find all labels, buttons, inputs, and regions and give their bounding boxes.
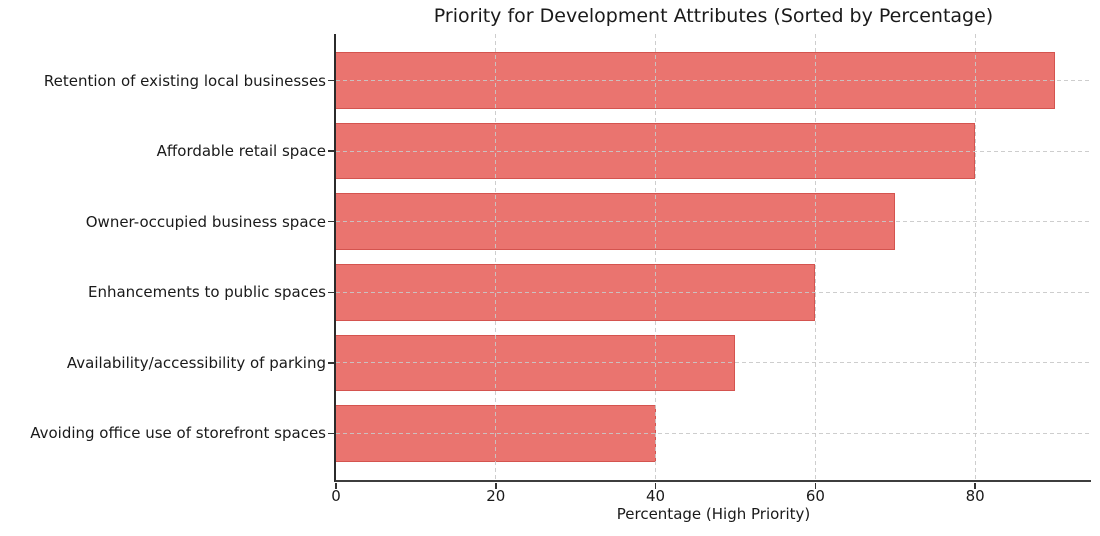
gridline-y-4 xyxy=(336,291,1091,293)
y-category-label: Owner-occupied business space xyxy=(85,212,326,231)
x-tick-label: 0 xyxy=(331,487,341,505)
y-category-label: Avoiding office use of storefront spaces xyxy=(30,424,326,443)
gridline-x-20 xyxy=(495,34,497,480)
y-tick-3 xyxy=(328,220,334,223)
plot-area xyxy=(328,34,1091,489)
x-tick-label: 40 xyxy=(646,487,666,505)
y-tick-2 xyxy=(328,150,334,152)
gridline-y-5 xyxy=(336,362,1091,364)
gridline-y-1 xyxy=(336,80,1091,82)
gridline-y-6 xyxy=(336,432,1091,434)
gridline-x-60 xyxy=(814,34,816,480)
x-tick-label: 80 xyxy=(965,487,985,505)
x-tick-80 xyxy=(974,482,976,489)
gridline-y-3 xyxy=(336,221,1091,223)
x-axis-label: Percentage (High Priority) xyxy=(616,505,811,523)
gridline-y-2 xyxy=(336,150,1091,152)
x-tick-20 xyxy=(495,482,497,489)
x-tick-0 xyxy=(335,482,337,489)
x-tick-60 xyxy=(814,482,817,489)
x-tick-40 xyxy=(654,482,657,489)
y-tick-6 xyxy=(328,432,334,435)
y-tick-1 xyxy=(328,79,334,82)
y-category-label: Availability/accessibility of parking xyxy=(66,353,326,372)
x-tick-label: 20 xyxy=(486,487,506,505)
y-tick-5 xyxy=(328,362,334,364)
y-category-label: Retention of existing local businesses xyxy=(43,71,326,90)
gridline-x-80 xyxy=(974,34,976,480)
chart-title: Priority for Development Attributes (Sor… xyxy=(433,5,994,27)
x-tick-label: 60 xyxy=(805,487,825,505)
gridline-x-40 xyxy=(655,34,657,480)
y-tick-4 xyxy=(328,291,334,294)
y-category-label: Affordable retail space xyxy=(156,142,326,161)
y-category-label: Enhancements to public spaces xyxy=(87,283,326,302)
